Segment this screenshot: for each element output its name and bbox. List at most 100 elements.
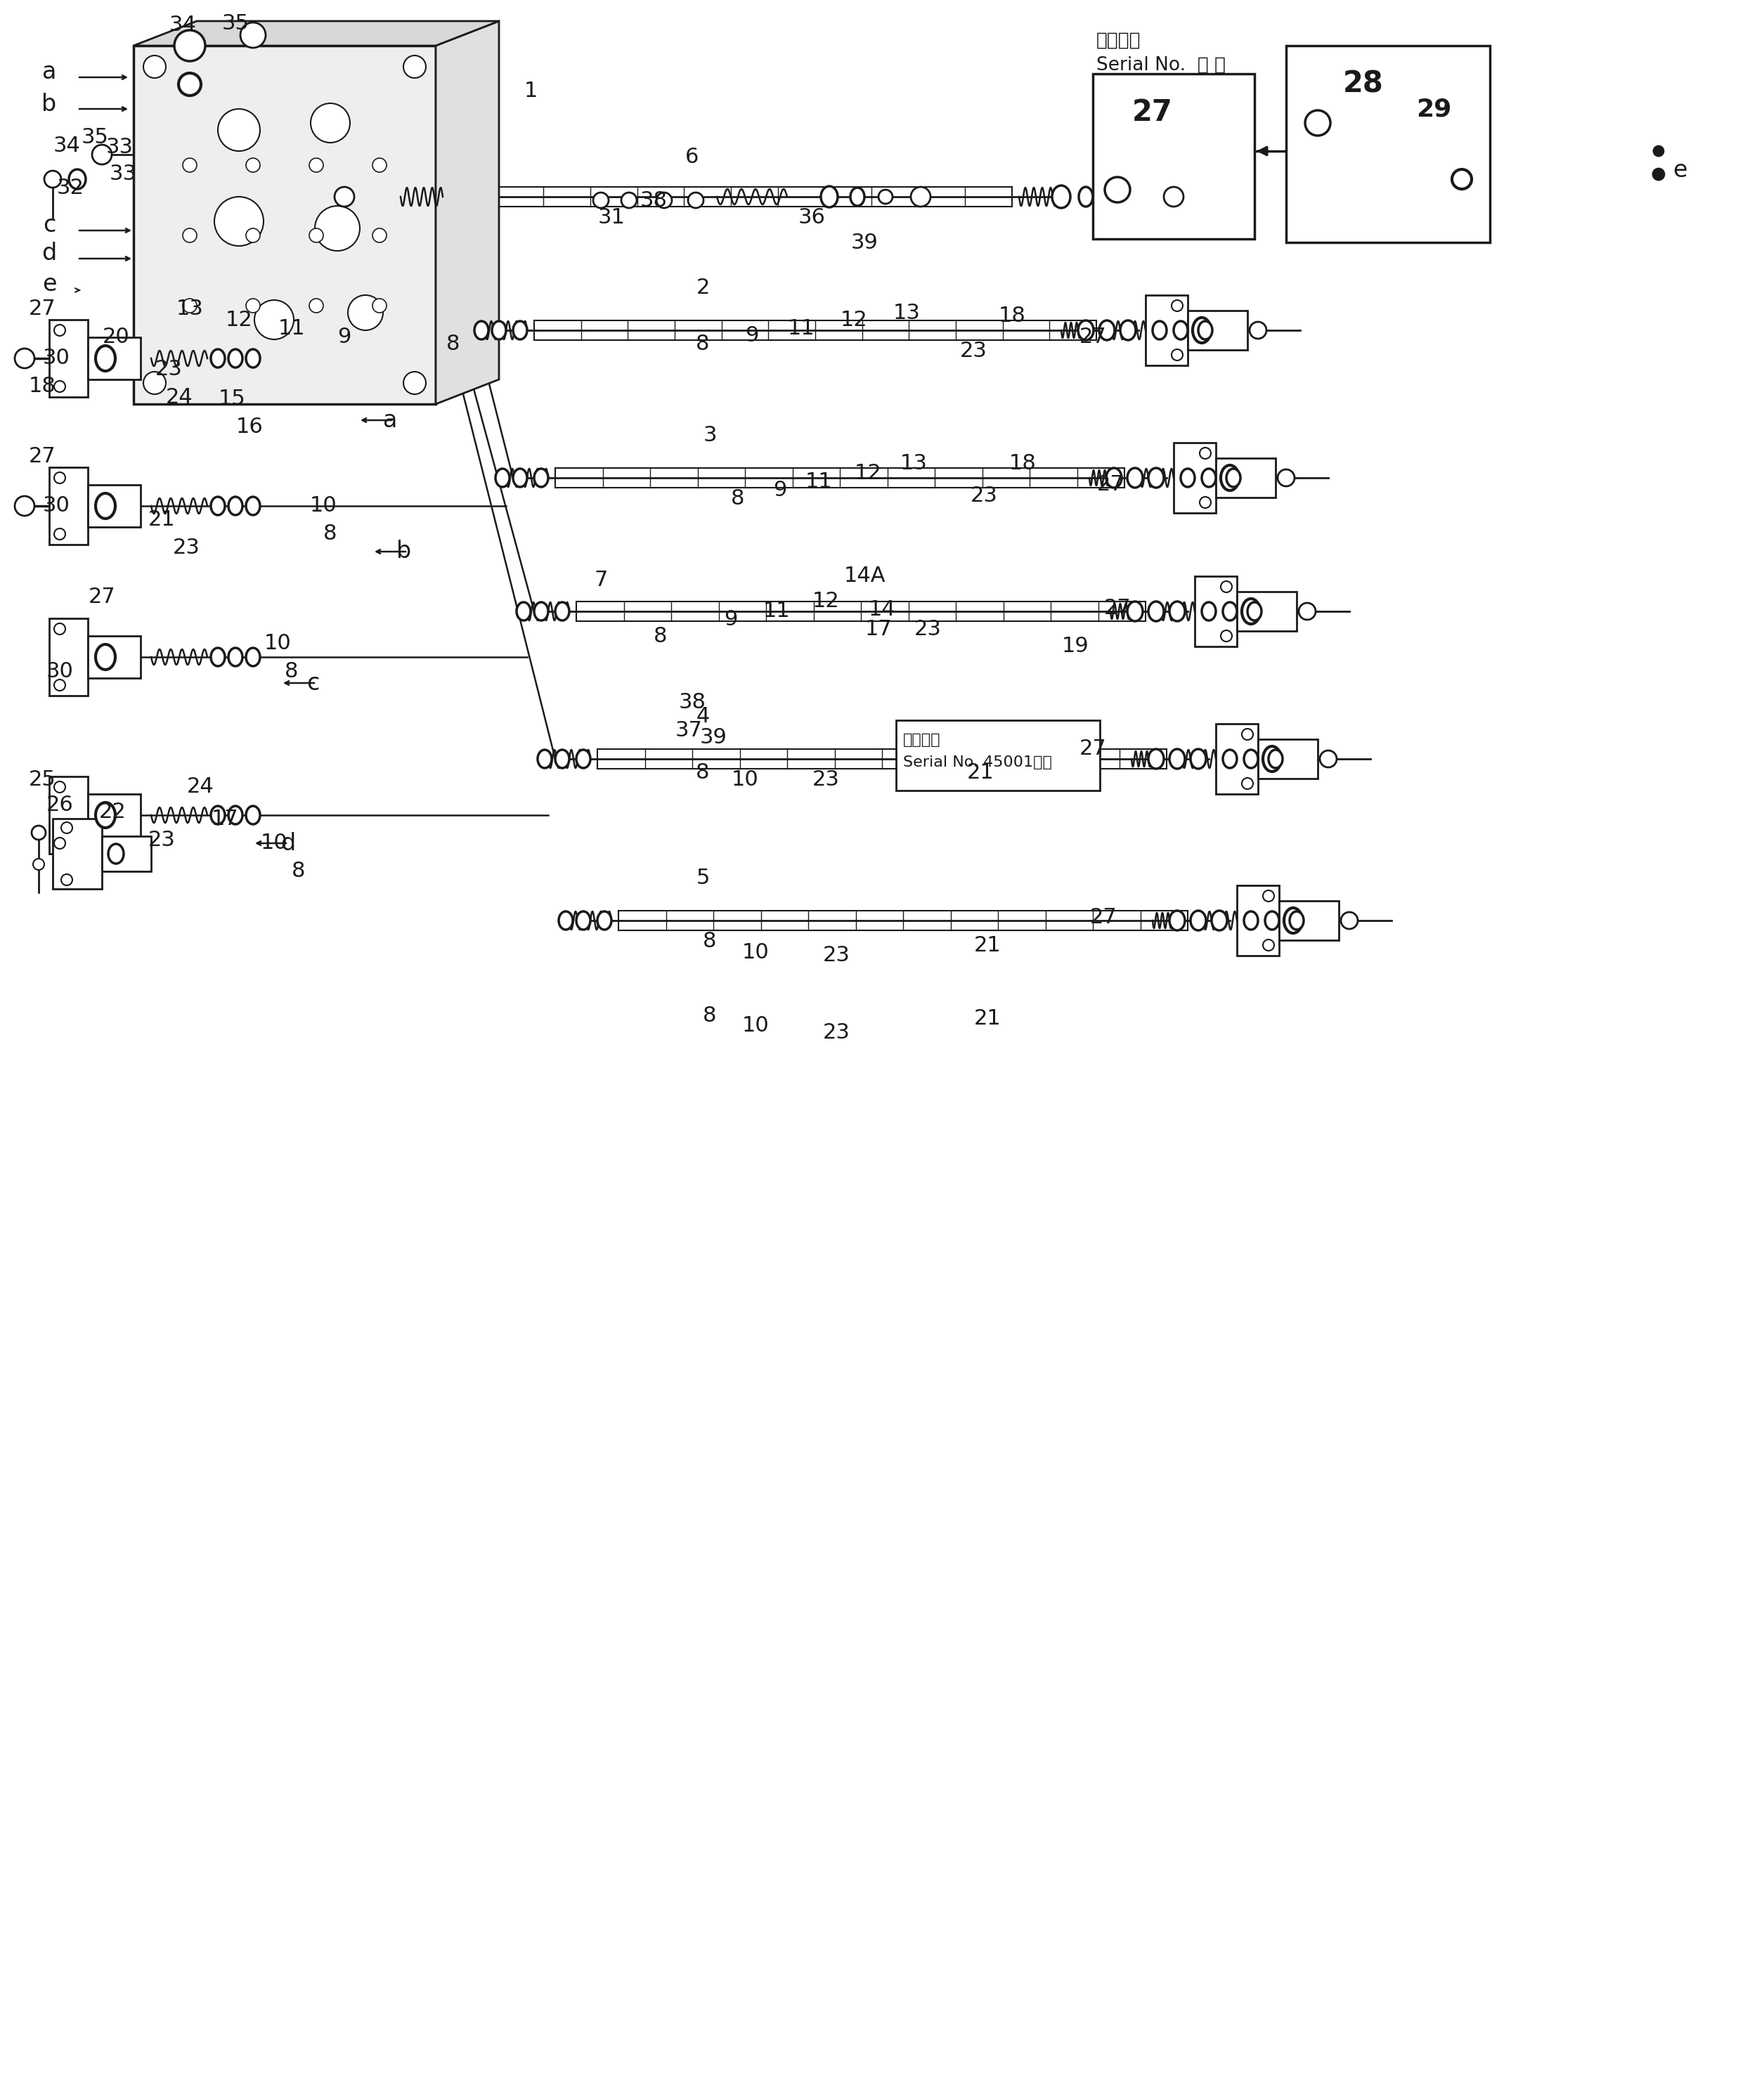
- Circle shape: [215, 196, 263, 246]
- Ellipse shape: [577, 912, 591, 929]
- Circle shape: [245, 159, 259, 171]
- Text: b: b: [397, 541, 411, 563]
- Circle shape: [14, 349, 35, 367]
- Ellipse shape: [850, 188, 864, 207]
- Ellipse shape: [212, 349, 224, 367]
- Circle shape: [1263, 939, 1274, 952]
- Bar: [134, 46, 436, 405]
- Text: 適用号機: 適用号機: [1097, 31, 1141, 50]
- Circle shape: [1242, 728, 1252, 741]
- Circle shape: [254, 301, 295, 340]
- Text: 30: 30: [42, 497, 71, 515]
- Ellipse shape: [245, 349, 259, 367]
- Ellipse shape: [1226, 470, 1240, 486]
- Text: 16: 16: [236, 415, 263, 436]
- Ellipse shape: [1173, 321, 1187, 340]
- Text: 13: 13: [893, 303, 921, 323]
- Text: 27: 27: [1080, 328, 1106, 346]
- Polygon shape: [1237, 593, 1297, 630]
- Bar: [896, 720, 1101, 791]
- Text: 4: 4: [697, 707, 709, 726]
- Circle shape: [44, 171, 62, 188]
- Ellipse shape: [1170, 601, 1185, 622]
- Text: 34: 34: [53, 136, 81, 157]
- Ellipse shape: [517, 603, 531, 620]
- Text: 27: 27: [28, 298, 56, 319]
- Circle shape: [55, 837, 65, 849]
- Ellipse shape: [513, 470, 527, 486]
- Ellipse shape: [1244, 912, 1258, 929]
- Ellipse shape: [212, 647, 224, 666]
- Ellipse shape: [1127, 467, 1143, 488]
- Text: 23: 23: [960, 340, 988, 361]
- Polygon shape: [1279, 902, 1339, 941]
- Circle shape: [1171, 301, 1184, 311]
- Text: 12: 12: [811, 591, 840, 611]
- Circle shape: [593, 192, 609, 209]
- Polygon shape: [88, 793, 141, 837]
- Circle shape: [1653, 169, 1663, 179]
- Ellipse shape: [1170, 749, 1185, 768]
- Circle shape: [175, 29, 205, 61]
- Text: 5: 5: [697, 868, 709, 889]
- Text: 9: 9: [337, 328, 351, 346]
- Ellipse shape: [1152, 321, 1166, 340]
- Text: 29: 29: [1416, 96, 1452, 121]
- Polygon shape: [49, 618, 88, 695]
- Circle shape: [372, 227, 386, 242]
- Ellipse shape: [1127, 601, 1143, 622]
- Polygon shape: [88, 484, 141, 528]
- Text: 18: 18: [28, 376, 56, 397]
- Ellipse shape: [245, 647, 259, 666]
- Ellipse shape: [178, 73, 201, 96]
- Text: 23: 23: [173, 538, 199, 559]
- Ellipse shape: [1106, 467, 1122, 488]
- Text: 17: 17: [864, 618, 893, 639]
- Text: 23: 23: [822, 1023, 850, 1044]
- Polygon shape: [1187, 311, 1247, 351]
- Ellipse shape: [496, 470, 510, 486]
- Text: 適用号機: 適用号機: [903, 733, 940, 747]
- Text: 1: 1: [524, 81, 538, 102]
- Text: 15: 15: [219, 388, 245, 409]
- Text: 39: 39: [850, 232, 878, 253]
- Text: 14A: 14A: [843, 566, 886, 586]
- Ellipse shape: [1051, 186, 1071, 209]
- Ellipse shape: [598, 912, 612, 929]
- Ellipse shape: [1148, 601, 1164, 622]
- Text: 11: 11: [787, 319, 815, 338]
- Circle shape: [183, 298, 198, 313]
- Text: 9: 9: [744, 326, 759, 346]
- Polygon shape: [49, 776, 88, 854]
- Text: 18: 18: [998, 307, 1025, 326]
- Ellipse shape: [538, 749, 552, 768]
- Circle shape: [404, 56, 425, 77]
- Ellipse shape: [228, 806, 242, 824]
- Ellipse shape: [1078, 321, 1094, 340]
- Circle shape: [621, 192, 637, 209]
- Circle shape: [245, 298, 259, 313]
- Circle shape: [309, 298, 323, 313]
- Ellipse shape: [1191, 749, 1207, 768]
- Text: 26: 26: [46, 795, 74, 814]
- Circle shape: [1242, 778, 1252, 789]
- Ellipse shape: [69, 169, 86, 190]
- Circle shape: [348, 294, 383, 330]
- Circle shape: [372, 298, 386, 313]
- Circle shape: [143, 56, 166, 77]
- Text: 11: 11: [804, 472, 833, 493]
- Ellipse shape: [245, 806, 259, 824]
- Circle shape: [1319, 751, 1337, 768]
- Ellipse shape: [1180, 470, 1194, 486]
- Ellipse shape: [1099, 321, 1115, 340]
- Circle shape: [1298, 603, 1316, 620]
- Circle shape: [688, 192, 704, 209]
- Text: 8: 8: [697, 334, 709, 355]
- Text: 10: 10: [743, 941, 769, 962]
- Text: 27: 27: [88, 586, 115, 607]
- Circle shape: [34, 858, 44, 870]
- Text: 30: 30: [42, 349, 71, 369]
- Text: 9: 9: [723, 609, 737, 630]
- Text: 23: 23: [148, 829, 175, 849]
- Text: 31: 31: [598, 207, 624, 227]
